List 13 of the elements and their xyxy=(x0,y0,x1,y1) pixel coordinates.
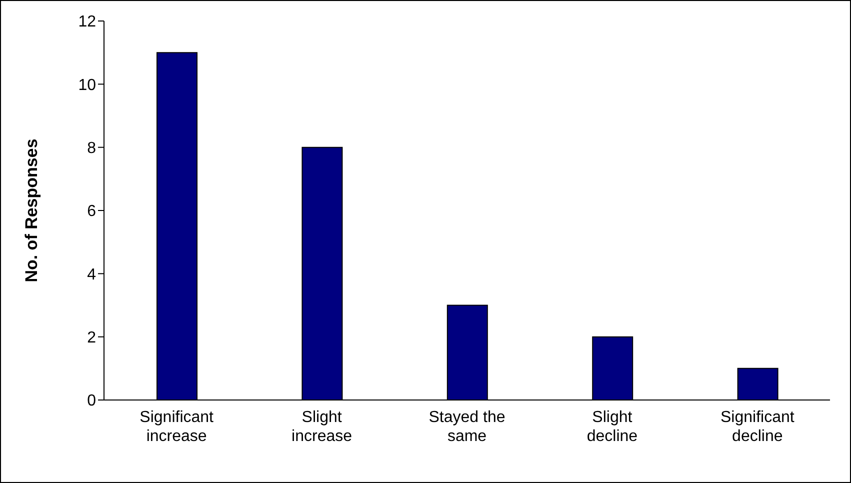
y-tick-label: 10 xyxy=(78,76,96,94)
x-tick-label: Slight increase xyxy=(292,409,352,445)
y-tick-label: 8 xyxy=(87,140,96,158)
y-tick-label: 12 xyxy=(78,14,96,31)
y-tick-label: 6 xyxy=(87,203,96,220)
x-tick-label: Significant increase xyxy=(140,409,214,445)
y-tick-label: 0 xyxy=(87,392,96,410)
y-tick-label: 4 xyxy=(87,266,96,284)
x-tick-label: Slight decline xyxy=(586,409,638,445)
x-tick-label: Stayed the same xyxy=(428,409,506,445)
x-tick-label: Significant decline xyxy=(720,409,795,445)
y-axis-title: No. of Responses xyxy=(22,138,42,282)
y-tick-label: 2 xyxy=(87,330,96,347)
